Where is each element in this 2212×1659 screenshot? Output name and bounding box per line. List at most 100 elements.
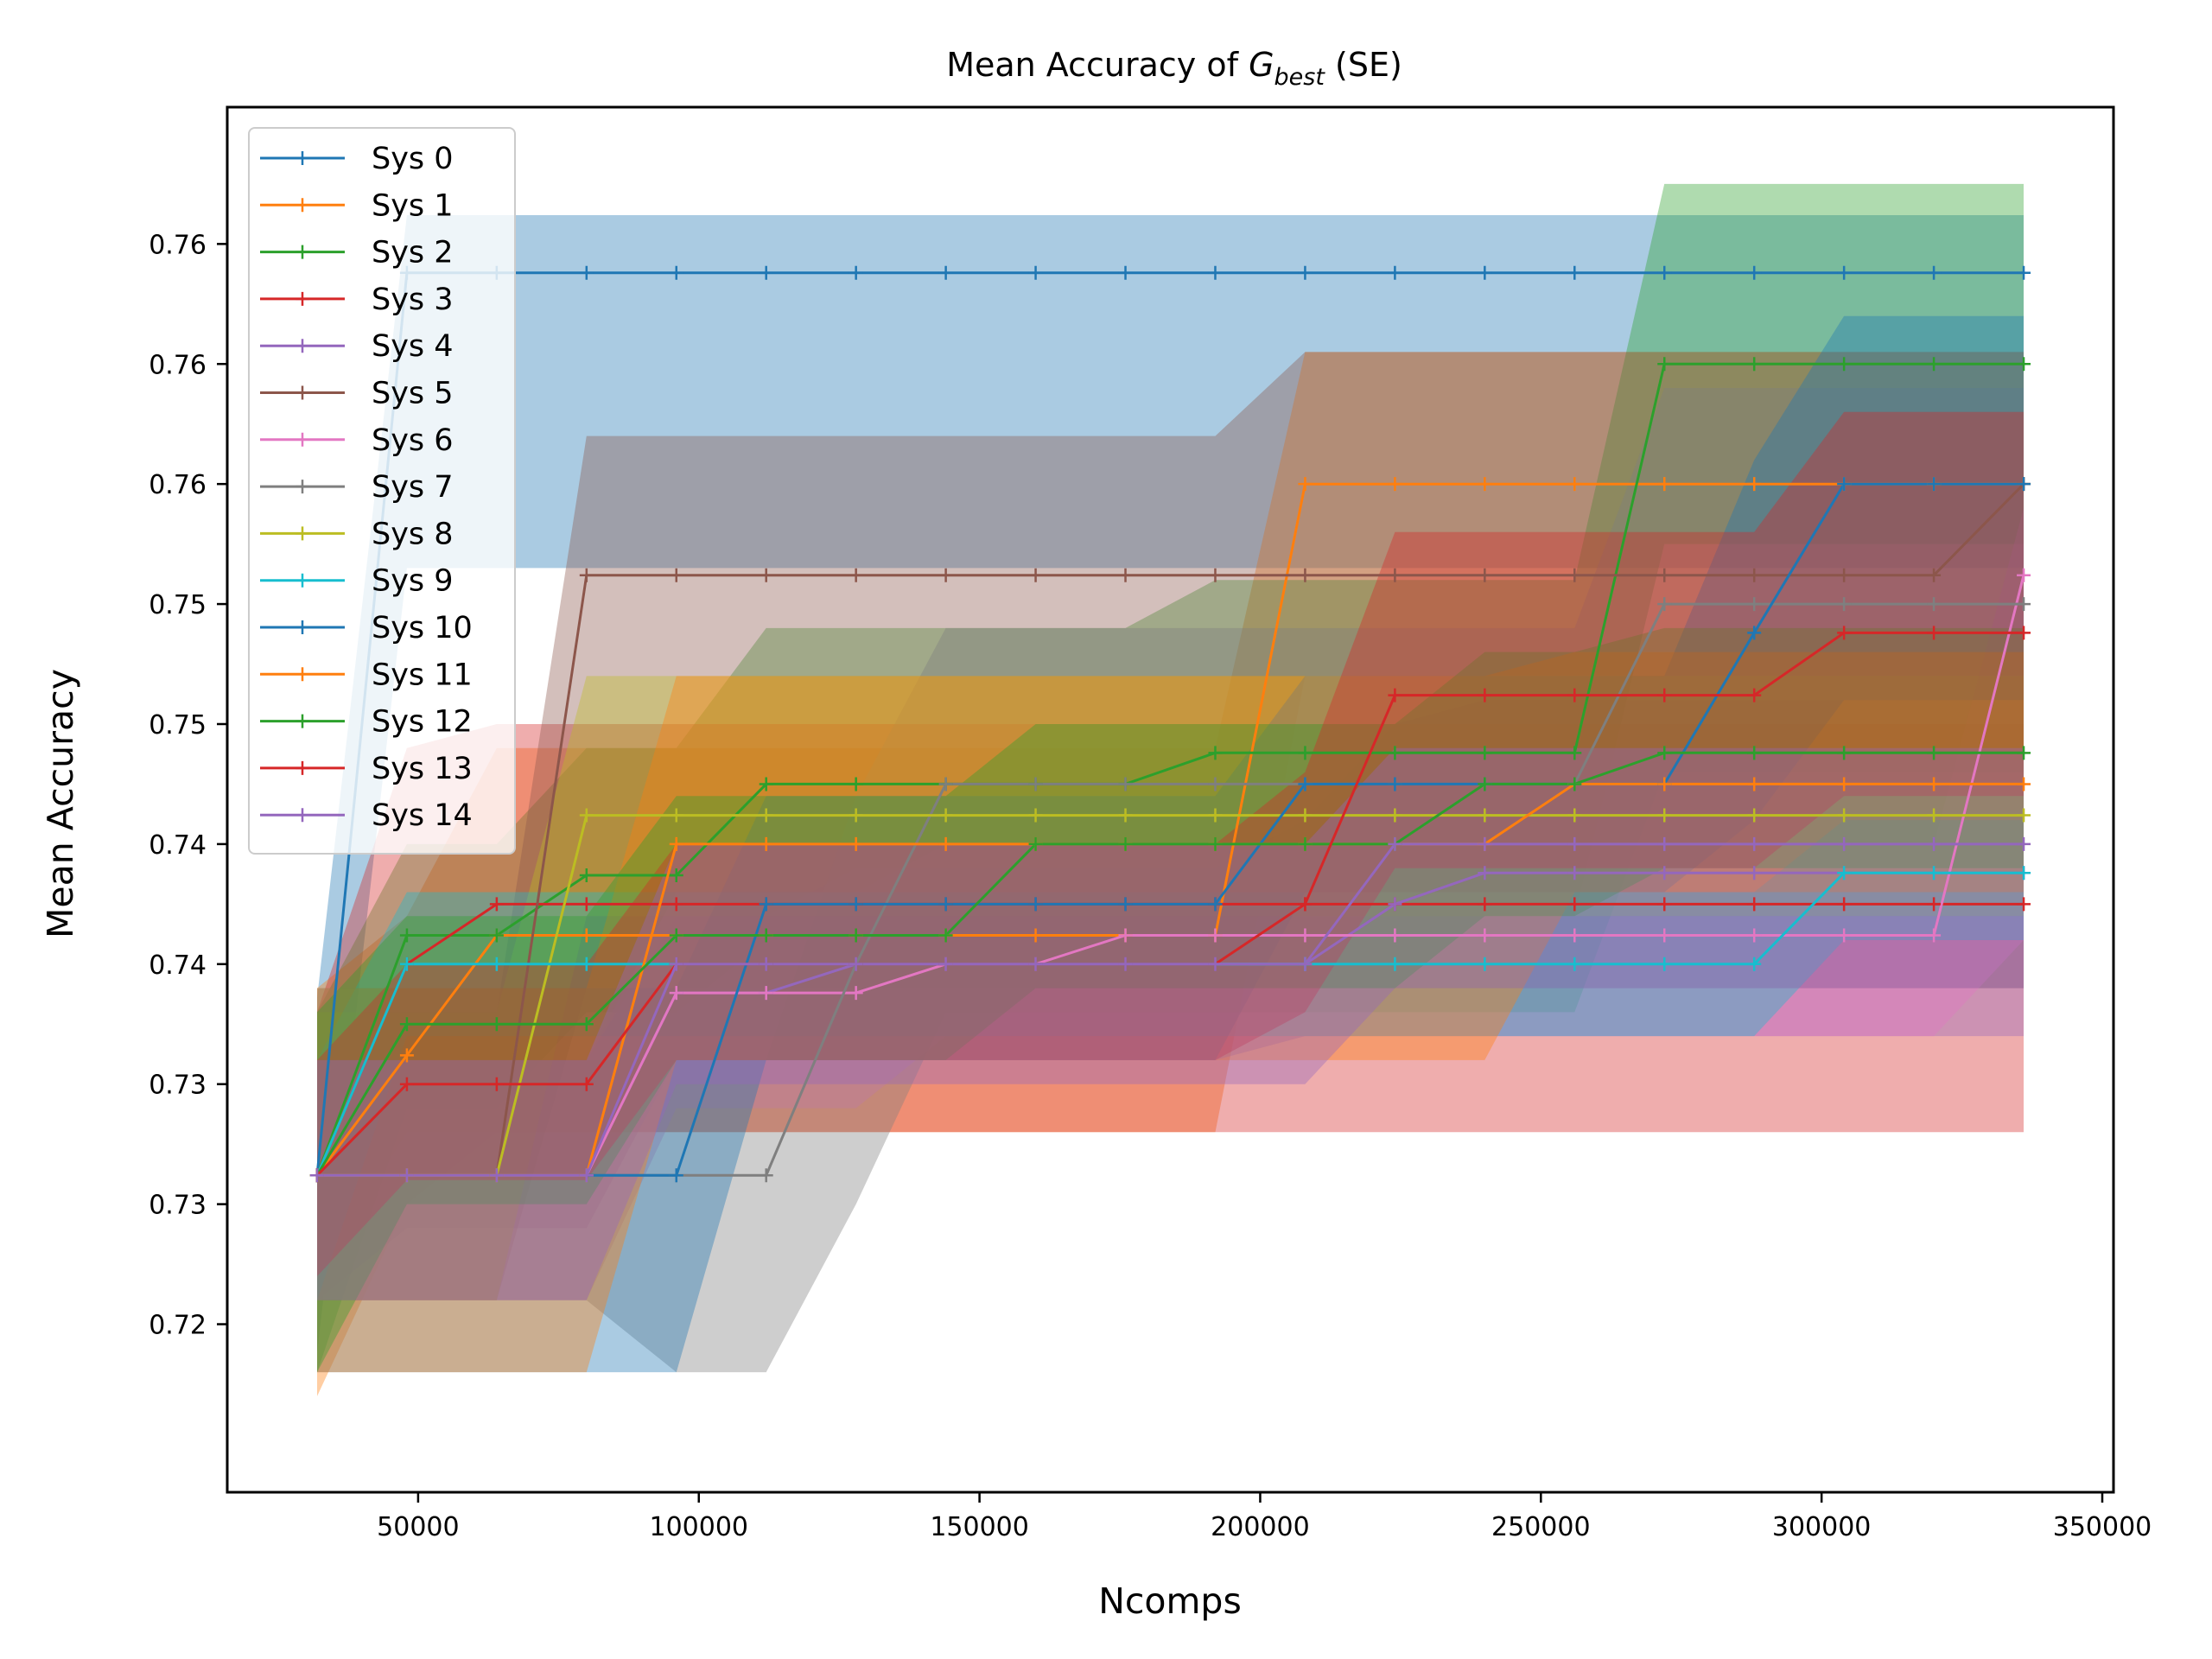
marker-sys-0 [1028,265,1043,280]
marker-sys-0 [938,265,953,280]
marker-sys-5 [1567,568,1582,582]
legend-label-sys-8: Sys 8 [372,517,454,551]
y-tick-label: 0.76 [149,350,207,380]
y-tick-label: 0.76 [149,470,207,500]
marker-sys-1 [1298,477,1313,492]
marker-sys-12 [1837,746,1852,760]
marker-sys-6 [1118,928,1133,943]
marker-sys-6 [1747,928,1762,943]
marker-sys-11 [1657,777,1672,791]
x-tick-label: 100000 [649,1512,748,1542]
band-sys-5 [317,352,2024,1300]
marker-sys-7 [938,777,953,791]
band-sys-4 [317,700,2024,1300]
chart-title-tail: (SE) [1325,46,1402,84]
marker-sys-14 [1837,836,1852,851]
marker-sys-2 [669,868,683,883]
marker-sys-5 [1028,568,1043,582]
legend-box [248,127,516,855]
marker-sys-3 [1657,897,1672,912]
marker-sys-8 [1118,808,1133,823]
marker-sys-5 [1208,568,1223,582]
marker-sys-13 [1298,897,1313,912]
marker-sys-8 [1927,808,1942,823]
marker-sys-11 [1927,777,1942,791]
marker-sys-5 [1837,568,1852,582]
y-tick-label: 0.73 [149,1191,207,1221]
legend-label-sys-13: Sys 13 [372,752,473,786]
series-markers [309,265,2031,1183]
marker-sys-5 [1388,568,1402,582]
marker-sys-14 [489,1168,504,1183]
marker-sys-12 [1747,746,1762,760]
marker-sys-6 [1927,928,1942,943]
marker-sys-14 [759,957,773,971]
marker-sys-8 [1837,808,1852,823]
marker-sys-9 [1927,866,1942,880]
marker-sys-10 [2017,477,2031,492]
marker-sys-11 [1747,777,1762,791]
marker-sys-10 [1118,897,1133,912]
marker-sys-8 [1747,808,1762,823]
marker-sys-6 [1208,928,1223,943]
marker-sys-7 [1747,597,1762,612]
legend-marker-sys-4 [296,339,309,353]
marker-sys-2 [1208,746,1223,760]
marker-sys-8 [2017,808,2031,823]
marker-sys-6 [849,986,863,1001]
marker-sys-12 [1927,746,1942,760]
marker-sys-11 [938,836,953,851]
plot-frame [226,105,2115,1494]
marker-sys-3 [489,897,504,912]
marker-sys-3 [2017,897,2031,912]
marker-sys-9 [399,957,414,971]
legend-label-sys-14: Sys 14 [372,798,473,833]
legend-marker-sys-8 [296,526,309,541]
band-sys-0 [317,215,2024,1353]
line-sys-8 [317,814,2024,1177]
marker-sys-5 [1747,568,1762,582]
band-sys-8 [317,676,2024,1300]
legend-marker-sys-5 [296,385,309,400]
marker-sys-14 [1478,836,1492,851]
marker-sys-5 [1478,568,1492,582]
legend-entries: Sys 0 Sys 1 Sys 2 Sys 3 Sys 4 Sys 5 Sys 6 Sys 7… [260,142,473,833]
legend-label-sys-9: Sys 9 [372,564,454,599]
x-tick-label: 250000 [1491,1512,1591,1542]
chart-title: Mean Accuracy of Gbest (SE) [946,46,1402,91]
marker-sys-14 [1927,836,1942,851]
marker-sys-9 [1388,957,1402,971]
marker-sys-5 [849,568,863,582]
marker-sys-12 [1657,746,1672,760]
marker-sys-6 [759,986,773,1001]
marker-sys-13 [489,1077,504,1091]
marker-sys-9 [1747,957,1762,971]
marker-sys-2 [1927,357,1942,372]
marker-sys-2 [1747,357,1762,372]
marker-sys-0 [2017,265,2031,280]
marker-sys-2 [1298,746,1313,760]
marker-sys-5 [1118,568,1133,582]
band-sys-11 [317,652,2024,1373]
chart-title-subscript: best [1274,64,1326,91]
marker-sys-11 [1837,777,1852,791]
legend: Sys 0 Sys 1 Sys 2 Sys 3 Sys 4 Sys 5 Sys 6 Sys 7… [248,127,516,855]
marker-sys-4 [1567,866,1582,880]
x-axis-label: Ncomps [1098,1580,1242,1622]
marker-sys-8 [849,808,863,823]
band-sys-2 [317,183,2024,1373]
marker-sys-10 [669,1168,683,1183]
marker-sys-3 [669,897,683,912]
marker-sys-10 [1298,777,1313,791]
marker-sys-7 [1837,597,1852,612]
marker-sys-2 [399,928,414,943]
marker-sys-1 [1388,477,1402,492]
marker-sys-12 [759,928,773,943]
marker-sys-0 [1567,265,1582,280]
marker-sys-8 [1208,808,1223,823]
y-tick-label: 0.74 [149,830,207,861]
marker-sys-9 [1657,957,1672,971]
x-tick-label: 150000 [930,1512,1029,1542]
marker-sys-1 [1657,477,1672,492]
marker-sys-11 [849,836,863,851]
